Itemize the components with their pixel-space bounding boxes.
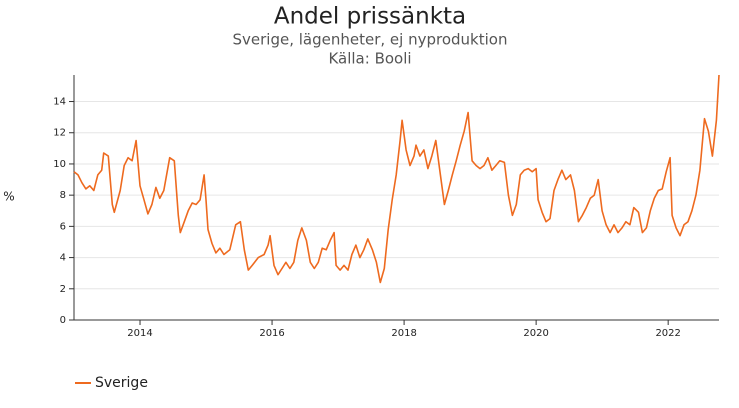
- chart-title: Andel prissänkta: [274, 4, 466, 30]
- y-tick-label: 0: [60, 315, 66, 326]
- x-tick-label: 2016: [259, 328, 284, 339]
- legend-label: Sverige: [95, 375, 148, 391]
- x-tick-label: 2022: [655, 328, 680, 339]
- x-tick-label: 2014: [127, 328, 152, 339]
- chart-subtitle: Sverige, lägenheter, ej nyproduktion: [233, 31, 508, 49]
- chart-source: Källa: Booli: [328, 50, 411, 68]
- y-tick-label: 12: [53, 128, 66, 139]
- y-tick-label: 4: [60, 253, 66, 264]
- y-tick-label: 14: [53, 97, 66, 108]
- y-axis-label: %: [3, 190, 14, 204]
- y-tick-label: 6: [60, 221, 66, 232]
- data-line: [73, 74, 720, 284]
- y-tick-label: 10: [53, 159, 66, 170]
- x-tick-label: 2020: [523, 328, 548, 339]
- y-tick-label: 8: [60, 190, 66, 201]
- y-tick-label: 2: [60, 284, 66, 295]
- x-tick-label: 2018: [391, 328, 416, 339]
